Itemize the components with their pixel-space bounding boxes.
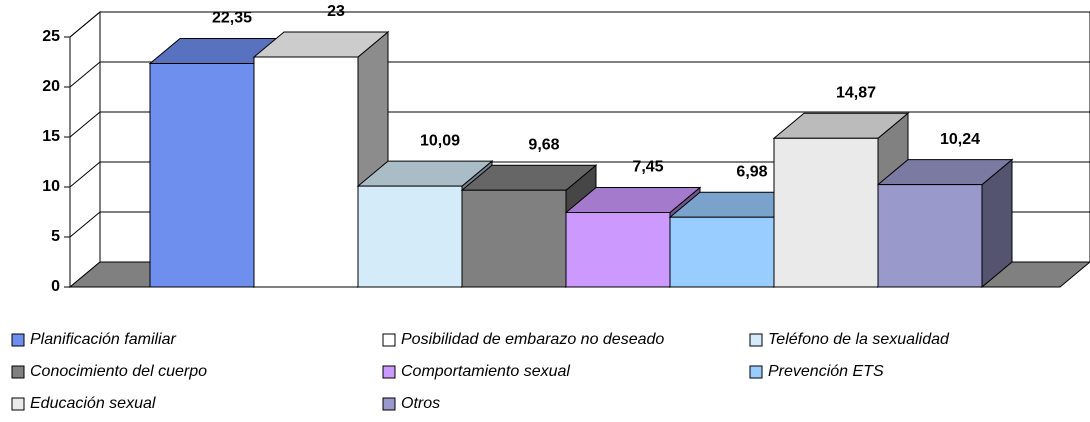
legend-swatch [382, 397, 396, 411]
y-tick-label: 15 [42, 128, 60, 145]
legend-label: Teléfono de la sexualidad [768, 331, 950, 348]
y-tick-label: 20 [42, 78, 60, 95]
bar [773, 137, 879, 288]
legend-label: Planificación familiar [30, 331, 177, 348]
legend-label: Educación sexual [30, 395, 156, 412]
bar [461, 189, 567, 288]
grid-line [69, 111, 1090, 138]
value-label: 14,87 [836, 85, 876, 102]
legend-label: Posibilidad de embarazo no deseado [401, 331, 664, 348]
value-label: 10,09 [420, 132, 460, 149]
y-tick-label: 5 [51, 228, 60, 245]
y-tick-label: 10 [42, 178, 60, 195]
bar [149, 63, 255, 288]
y-tick-label: 25 [42, 28, 60, 45]
value-label: 6,98 [736, 163, 767, 180]
legend-swatch [11, 397, 25, 411]
legend-label: Conocimiento del cuerpo [30, 363, 207, 380]
legend-swatch [749, 333, 763, 347]
value-label: 7,45 [632, 159, 663, 176]
legend-swatch [382, 333, 396, 347]
value-label: 22,35 [212, 10, 252, 27]
grid-line [69, 61, 1090, 88]
bar [877, 184, 983, 288]
legend-label: Comportamiento sexual [401, 363, 570, 380]
grid-line [69, 11, 1090, 38]
bar [669, 216, 775, 288]
side-wall [69, 10, 101, 289]
bar [357, 185, 463, 288]
legend-swatch [749, 365, 763, 379]
value-label: 23 [327, 3, 345, 20]
legend-label: Prevención ETS [768, 363, 884, 380]
bar [253, 56, 359, 288]
legend-label: Otros [401, 395, 440, 412]
value-label: 9,68 [528, 136, 559, 153]
grid-line [69, 161, 1090, 188]
bar [565, 212, 671, 288]
y-tick-label: 0 [51, 278, 60, 295]
legend-swatch [11, 365, 25, 379]
legend-swatch [11, 333, 25, 347]
value-label: 10,24 [940, 131, 980, 148]
legend-swatch [382, 365, 396, 379]
